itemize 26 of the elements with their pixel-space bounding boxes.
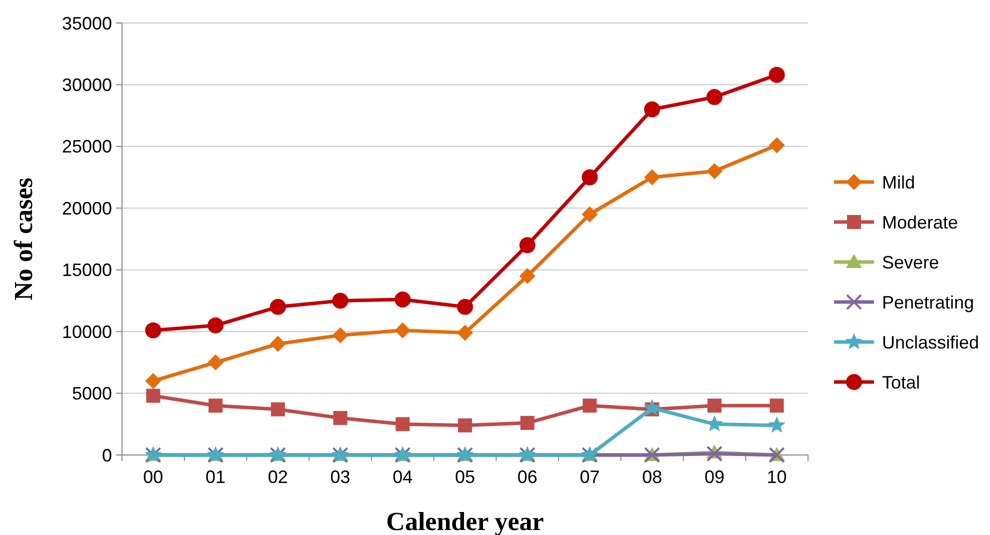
x-tick-label: 00 — [143, 467, 164, 487]
y-tick-label: 20000 — [62, 198, 112, 218]
x-tick-label: 07 — [580, 467, 600, 487]
x-tick-label: 05 — [454, 467, 476, 487]
legend-label: Severe — [882, 252, 940, 272]
y-tick-label: 10000 — [62, 322, 112, 342]
legend-label: Mild — [882, 172, 916, 192]
x-tick-label: 01 — [206, 467, 226, 487]
y-axis-title: No of cases — [9, 178, 38, 300]
legend-label: Unclassified — [882, 332, 980, 352]
y-tick-label: 30000 — [62, 75, 112, 96]
x-tick-label: 09 — [704, 467, 724, 487]
x-tick-label: 02 — [268, 467, 288, 487]
y-tick-label: 0 — [102, 445, 112, 466]
legend-label: Total — [882, 372, 920, 392]
y-tick-label: 15000 — [62, 260, 112, 280]
y-tick-label: 5000 — [72, 384, 112, 404]
legend-label: Penetrating — [882, 292, 974, 312]
y-tick-label: 25000 — [62, 136, 112, 157]
x-tick-label: 04 — [392, 467, 413, 487]
y-tick-label: 35000 — [62, 13, 112, 34]
x-tick-label: 06 — [517, 467, 538, 487]
x-tick-label: 10 — [766, 467, 787, 487]
x-tick-label: 08 — [642, 467, 662, 487]
x-tick-label: 03 — [330, 467, 350, 487]
legend-label: Moderate — [882, 212, 958, 232]
